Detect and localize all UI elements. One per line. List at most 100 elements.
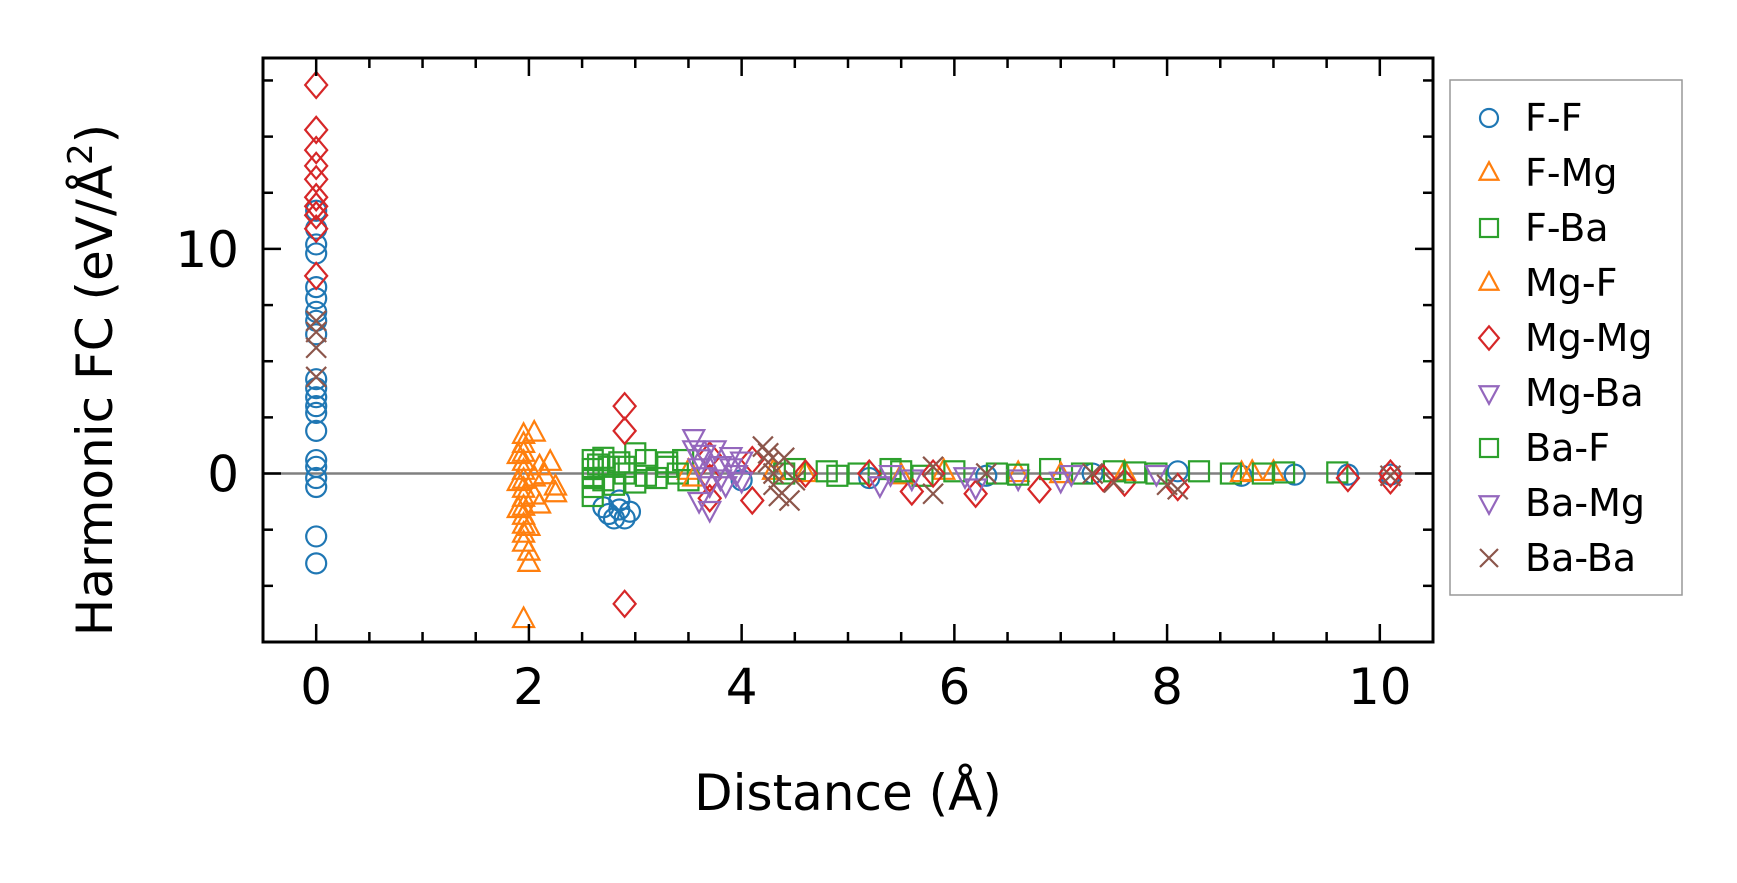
data-point — [784, 469, 806, 492]
data-point — [847, 462, 870, 485]
data-point — [1378, 465, 1403, 495]
legend-label: F-F — [1525, 96, 1582, 140]
data-point — [586, 453, 610, 476]
data-point — [305, 475, 328, 499]
legend-marker — [1478, 217, 1500, 239]
data-point — [527, 490, 552, 514]
y-axis-label: Harmonic FC (eV/Å2) — [61, 124, 124, 636]
data-point — [511, 605, 536, 629]
data-point — [1144, 464, 1169, 488]
data-point — [1038, 457, 1062, 481]
data-point — [505, 441, 531, 465]
legend-label: Mg-Mg — [1525, 316, 1653, 360]
data-point — [532, 461, 558, 485]
legend-marker — [1477, 269, 1501, 291]
data-point — [505, 495, 531, 519]
legend-marker — [1477, 159, 1501, 181]
data-point — [612, 589, 638, 619]
data-point — [303, 151, 329, 181]
data-point — [778, 489, 801, 512]
legend-label: Ba-F — [1525, 426, 1610, 470]
data-point — [697, 500, 723, 524]
data-point — [597, 502, 620, 526]
data-point — [856, 458, 882, 489]
data-point — [613, 455, 636, 478]
data-point — [943, 460, 966, 483]
data-point — [305, 419, 328, 442]
data-point — [612, 391, 638, 421]
data-point — [793, 459, 818, 483]
data-point — [1379, 465, 1402, 487]
data-point — [1156, 473, 1178, 496]
data-point — [1005, 469, 1031, 493]
series-ba-mg — [686, 444, 1169, 515]
data-point — [757, 451, 780, 474]
data-point — [1059, 464, 1084, 488]
data-point — [890, 460, 913, 483]
x-tick-label: 8 — [1151, 658, 1183, 716]
legend-label: Mg-Ba — [1525, 371, 1644, 415]
data-point — [899, 476, 925, 507]
x-tick-label: 2 — [513, 658, 545, 716]
data-point — [963, 479, 989, 509]
data-point — [305, 323, 328, 346]
data-point — [697, 476, 723, 500]
plot-frame — [261, 56, 1435, 644]
data-point — [723, 464, 749, 488]
x-axis-label: Distance (Å) — [694, 764, 1002, 822]
data-point — [305, 366, 327, 388]
data-point — [303, 70, 329, 100]
x-tick-label: 10 — [1348, 658, 1412, 716]
data-point — [708, 469, 733, 493]
data-point — [656, 451, 679, 474]
data-point — [303, 182, 329, 212]
data-point — [1081, 462, 1104, 485]
data-point — [911, 464, 934, 487]
data-point — [1272, 461, 1296, 484]
data-point — [537, 447, 563, 471]
data-point — [303, 261, 329, 291]
data-point — [922, 482, 944, 505]
series-mg-mg — [303, 70, 1403, 619]
data-point — [303, 214, 329, 244]
data-point — [305, 525, 328, 548]
legend-label: Ba-Ba — [1525, 536, 1636, 580]
series-f-f — [305, 199, 1402, 575]
data-point — [922, 456, 944, 478]
data-point — [543, 479, 568, 503]
legend-marker — [1477, 385, 1501, 407]
data-point — [305, 395, 328, 418]
legend-marker — [1477, 324, 1501, 352]
series-ba-f — [586, 451, 1274, 492]
data-point — [305, 310, 327, 332]
data-point — [305, 336, 327, 359]
series-ba-ba — [305, 310, 1402, 512]
data-point — [511, 519, 536, 543]
legend-label: Ba-Mg — [1525, 481, 1645, 525]
data-point — [305, 552, 328, 575]
data-point — [1335, 463, 1361, 493]
data-point — [305, 321, 327, 343]
data-point — [739, 485, 765, 516]
data-point — [516, 549, 542, 572]
legend-marker — [1477, 495, 1501, 517]
data-point — [677, 469, 700, 492]
data-point — [1326, 461, 1349, 484]
data-point — [305, 368, 328, 391]
data-point — [963, 478, 988, 502]
data-point — [521, 418, 547, 442]
data-point — [1166, 478, 1189, 501]
data-point — [305, 401, 328, 424]
data-point — [592, 469, 615, 492]
data-point — [826, 464, 849, 487]
data-point — [952, 467, 978, 491]
data-point — [1027, 474, 1052, 504]
data-point — [303, 191, 329, 221]
data-point — [634, 464, 658, 487]
legend-marker — [1479, 548, 1499, 568]
data-point — [1251, 462, 1274, 485]
legend-label: F-Ba — [1525, 206, 1609, 250]
legend-label: F-Mg — [1525, 151, 1617, 195]
data-point — [1219, 462, 1243, 485]
